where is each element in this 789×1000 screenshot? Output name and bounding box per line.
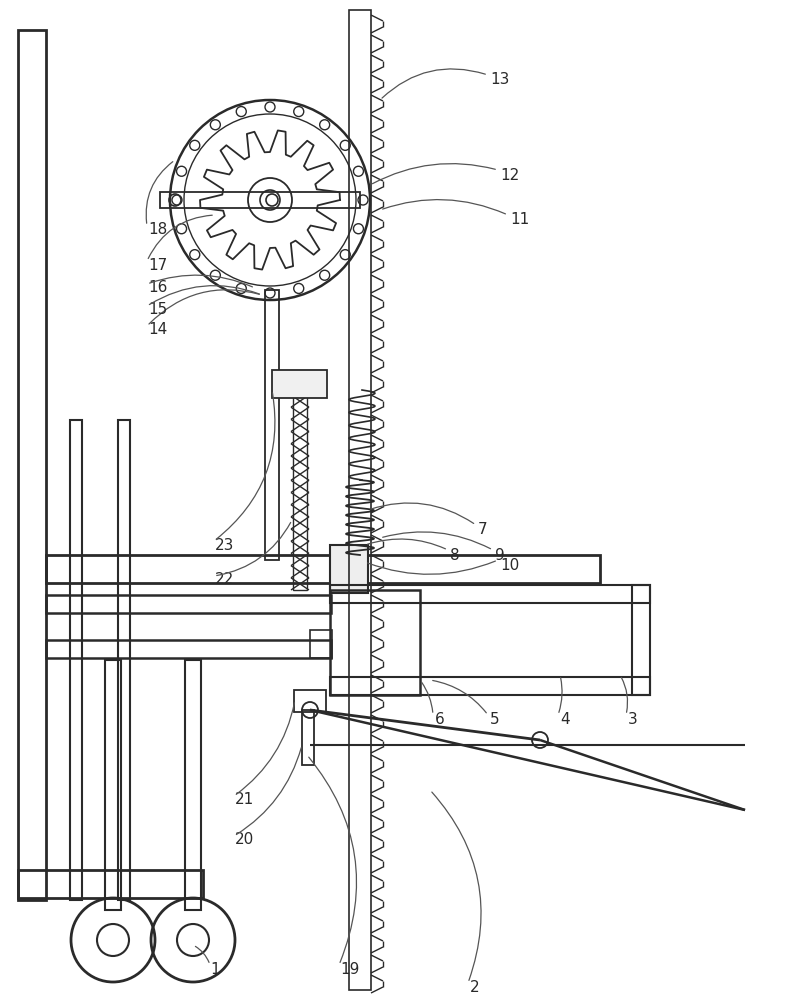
Bar xyxy=(349,10,371,990)
Bar xyxy=(632,585,650,695)
Bar xyxy=(18,30,46,900)
Text: 19: 19 xyxy=(340,962,359,978)
Text: 14: 14 xyxy=(148,322,167,338)
Text: 16: 16 xyxy=(148,280,167,296)
Text: 17: 17 xyxy=(148,257,167,272)
Bar xyxy=(302,710,314,765)
Text: 9: 9 xyxy=(495,548,505,562)
Text: 20: 20 xyxy=(235,832,254,848)
Text: 11: 11 xyxy=(510,213,529,228)
Text: 12: 12 xyxy=(500,167,519,182)
Bar xyxy=(160,192,360,208)
Bar xyxy=(46,640,331,658)
Bar xyxy=(294,690,326,712)
Bar xyxy=(272,370,327,398)
Bar xyxy=(18,870,203,898)
Bar xyxy=(70,420,82,900)
Text: 15: 15 xyxy=(148,302,167,318)
Text: 22: 22 xyxy=(215,572,234,587)
Bar xyxy=(46,555,600,583)
Bar xyxy=(330,590,420,695)
Bar xyxy=(46,595,331,613)
Text: 18: 18 xyxy=(148,223,167,237)
Text: 5: 5 xyxy=(490,712,499,728)
Bar xyxy=(118,420,130,900)
Text: 1: 1 xyxy=(210,962,219,978)
Bar xyxy=(310,630,332,658)
Bar xyxy=(330,545,368,593)
Text: 6: 6 xyxy=(435,712,445,728)
Bar xyxy=(330,677,650,695)
Text: 7: 7 xyxy=(478,522,488,538)
Text: 23: 23 xyxy=(215,538,234,552)
Text: 8: 8 xyxy=(450,548,460,562)
Bar xyxy=(330,585,650,603)
Text: 2: 2 xyxy=(470,980,480,996)
Text: 4: 4 xyxy=(560,712,570,728)
Text: 10: 10 xyxy=(500,558,519,572)
Bar xyxy=(265,290,279,560)
Text: 13: 13 xyxy=(490,73,510,88)
Bar xyxy=(185,660,201,910)
Bar xyxy=(293,395,307,590)
Text: 21: 21 xyxy=(235,792,254,808)
Bar xyxy=(105,660,121,910)
Text: 3: 3 xyxy=(628,712,638,728)
